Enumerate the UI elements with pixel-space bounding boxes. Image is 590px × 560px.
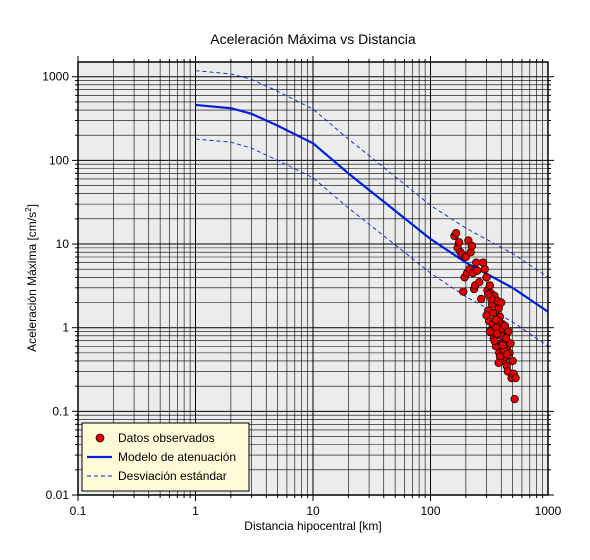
- data-point: [510, 394, 519, 404]
- data-point: [498, 340, 507, 350]
- data-point: [503, 350, 512, 359]
- data-point: [480, 265, 489, 274]
- x-tick-label: 0.1: [70, 504, 87, 518]
- grid: [77, 62, 548, 496]
- series-layer: [195, 70, 548, 404]
- data-point: [459, 287, 468, 296]
- legend-label: Datos observados: [118, 431, 215, 445]
- y-tick-label: 10: [56, 237, 70, 251]
- x-tick-label: 1: [192, 504, 199, 518]
- std-deviation-line: [195, 138, 548, 347]
- x-tick-label: 100: [420, 504, 440, 518]
- data-point: [467, 241, 477, 251]
- data-point: [477, 294, 486, 304]
- data-point: [511, 373, 520, 383]
- data-point: [475, 278, 484, 287]
- std-deviation-line: [195, 70, 548, 278]
- legend: Datos observados Modelo de atenuación Desv…: [81, 422, 250, 492]
- y-axis-label-end: ]: [25, 204, 39, 207]
- data-point: [472, 258, 481, 267]
- legend-label: Desviación estándar: [118, 469, 227, 483]
- data-point: [497, 298, 506, 307]
- data-point: [484, 290, 493, 299]
- data-point: [494, 358, 503, 367]
- data-point: [482, 273, 491, 282]
- data-point: [473, 266, 482, 275]
- observed-points: [450, 228, 520, 404]
- chart-title: Aceleración Máxima vs Distancia: [210, 31, 416, 47]
- y-tick-label: 0.1: [52, 404, 69, 418]
- data-point: [451, 228, 461, 238]
- y-tick-label: 1: [62, 321, 69, 335]
- y-axis-label-main: Aceleración Máxima [cm/s: [25, 212, 39, 352]
- data-point: [491, 315, 501, 324]
- y-tick-label: 1000: [42, 70, 69, 84]
- data-point: [506, 339, 515, 348]
- data-point: [454, 238, 464, 247]
- data-point: [485, 327, 495, 336]
- data-point: [490, 336, 499, 345]
- x-axis-label: Distancia hipocentral [km]: [244, 519, 381, 533]
- y-axis-label-sup: 2: [24, 207, 33, 212]
- data-point: [508, 356, 517, 366]
- data-point: [485, 281, 495, 290]
- x-tick-label: 10: [306, 504, 320, 518]
- data-point: [493, 329, 502, 338]
- y-tick-label: 0.01: [46, 488, 70, 502]
- data-point: [461, 252, 471, 262]
- x-tick-label: 1000: [535, 504, 562, 518]
- data-point: [501, 333, 511, 343]
- legend-label: Modelo de atenuación: [118, 450, 236, 464]
- legend-marker-points: [95, 433, 105, 443]
- y-tick-label: 100: [49, 153, 69, 167]
- y-axis-label: Aceleración Máxima [cm/s2]: [24, 204, 39, 352]
- plot-area: [195, 70, 548, 404]
